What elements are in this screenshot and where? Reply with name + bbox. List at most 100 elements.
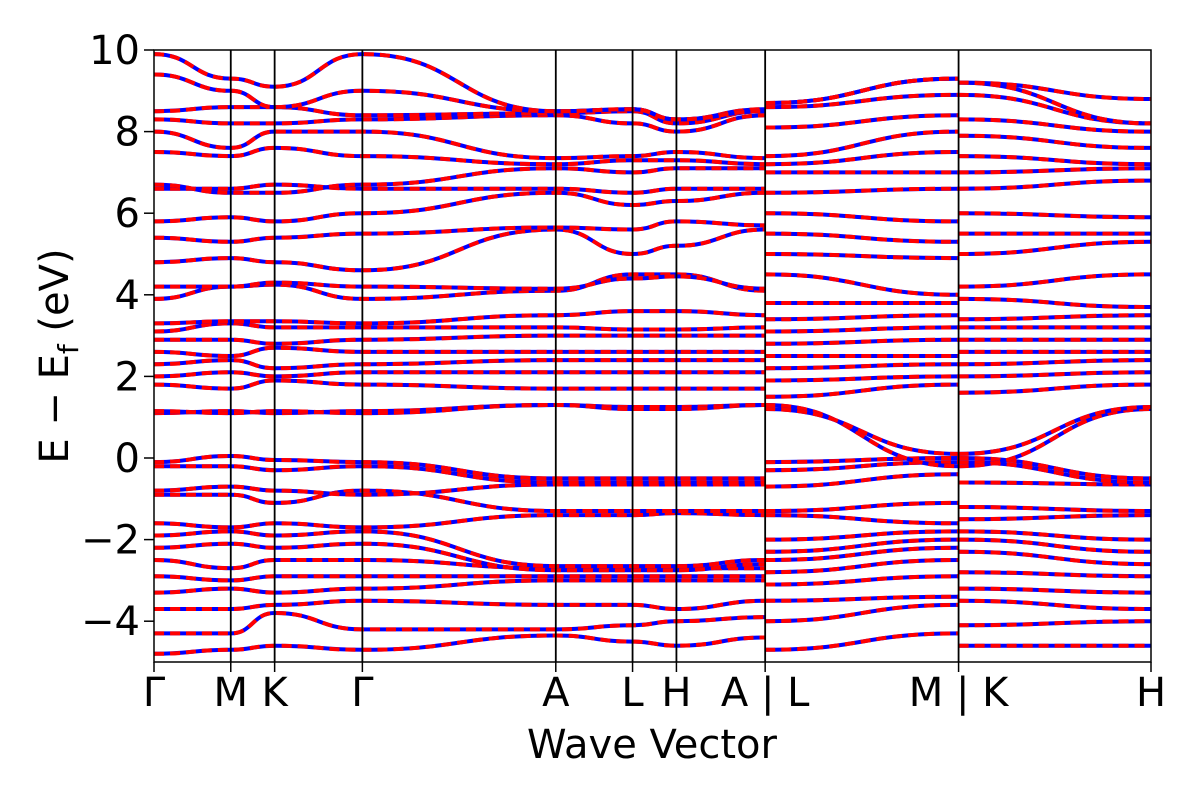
band-line-spin-down (765, 456, 959, 465)
band-line-spin-down (154, 378, 766, 391)
band-line-spin-down (765, 252, 959, 261)
band-line-spin-down (765, 129, 959, 159)
x-tick-label: Γ (143, 670, 166, 716)
band-line-spin-down (765, 631, 959, 652)
band-line-spin-down (958, 529, 1151, 542)
band-line-spin-down (154, 574, 766, 583)
band-line-spin-down (765, 537, 959, 554)
band-line-spin-down (958, 405, 1151, 456)
x-tick-label: M | K (909, 670, 1010, 716)
y-tick-label: −4 (81, 599, 140, 645)
band-line-spin-down (154, 321, 766, 334)
band-line-spin-down (154, 52, 766, 122)
band-line-spin-down (765, 186, 959, 195)
band-line-spin-down (765, 313, 959, 322)
band-line-spin-down (958, 154, 1151, 167)
band-line-spin-down (958, 460, 1151, 485)
band-line-spin-down (154, 578, 766, 595)
x-tick-label: A (542, 670, 570, 716)
high-symmetry-lines (229, 50, 960, 662)
band-line-spin-down (154, 129, 766, 161)
x-tick-label: H (661, 670, 691, 716)
band-line-spin-down (154, 219, 766, 244)
band-line-spin-down (958, 598, 1151, 611)
band-line-spin-down (154, 182, 766, 195)
band-line-spin-down (154, 345, 766, 359)
band-line-spin-down (154, 633, 766, 656)
x-tick-label: H (1136, 670, 1166, 716)
band-line-spin-down (154, 541, 766, 573)
band-line-spin-down (154, 358, 766, 371)
band-line-spin-down (958, 382, 1151, 395)
band-line-spin-down (154, 598, 766, 612)
band-line-spin-down (958, 619, 1151, 628)
band-line-spin-down (958, 313, 1151, 322)
band-line-spin-down (765, 150, 959, 167)
band-line-spin-down (765, 500, 959, 513)
band-line-spin-down (765, 382, 959, 399)
y-tick-label: 4 (115, 273, 140, 319)
band-line-spin-down (958, 178, 1151, 191)
y-axis-label-subscript: f (52, 343, 85, 354)
band-line-spin-down (958, 133, 1151, 150)
band-line-spin-down (958, 117, 1151, 134)
band-line-spin-down (765, 558, 959, 575)
band-line-spin-down (765, 211, 959, 224)
y-tick-label: 10 (89, 28, 140, 74)
band-line-spin-down (154, 72, 766, 122)
y-axis-label: E − Ef (eV) (32, 248, 85, 463)
band-line-spin-up (154, 113, 766, 134)
band-line-spin-down (154, 105, 766, 126)
band-line-spin-down (958, 211, 1151, 220)
band-line-spin-down (765, 325, 959, 334)
band-line-spin-down (958, 505, 1151, 513)
band-line-spin-down (765, 113, 959, 130)
band-line-spin-down (154, 227, 766, 273)
band-line-spin-down (958, 456, 1151, 481)
band-line-spin-down (765, 472, 959, 489)
band-line-spin-down (154, 166, 766, 195)
y-tick-label: 0 (115, 436, 140, 482)
band-line-spin-down (154, 370, 766, 379)
band-line-spin-down (154, 464, 766, 485)
band-line-spin-down (765, 403, 959, 469)
band-line-spin-down (958, 296, 1151, 309)
band-line-spin-down (765, 272, 959, 297)
band-line-spin-down (958, 370, 1151, 379)
band-line-spin-down (958, 586, 1151, 595)
band-line-spin-down (765, 407, 959, 456)
band-line-spin-down (958, 358, 1151, 367)
band-line-spin-down (958, 537, 1151, 554)
band-line-spin-down (765, 545, 959, 562)
band-line-spin-down (154, 274, 766, 291)
y-tick-label: −2 (81, 518, 140, 564)
band-line-spin-down (958, 407, 1151, 469)
band-line-spin-down (765, 362, 959, 371)
band-line-spin-down (958, 239, 1151, 256)
band-line-spin-down (765, 602, 959, 624)
band-line-spin-down (765, 231, 959, 244)
band-line-spin-down (154, 610, 766, 636)
x-tick-label: K (262, 670, 290, 716)
y-tick-label: 6 (115, 191, 140, 237)
band-line-spin-down (765, 529, 959, 542)
band-line-spin-down (154, 333, 766, 346)
band-line-spin-down (154, 529, 766, 569)
x-tick-label: L (621, 670, 644, 716)
band-line-spin-down (958, 480, 1151, 487)
band-line-spin-down (765, 513, 959, 526)
y-tick-label: 8 (115, 110, 140, 156)
x-tick-label: M (214, 670, 249, 716)
band-line-spin-down (958, 549, 1151, 567)
band-line-spin-down (958, 513, 1151, 522)
x-axis-label: Wave Vector (527, 722, 778, 768)
plot-frame (153, 49, 1152, 663)
band-line-spin-down (154, 488, 766, 514)
band-line-spin-down (154, 190, 766, 224)
band-line-spin-down (154, 309, 766, 326)
band-line-spin-down (958, 272, 1151, 289)
y-axis-label-main: E − E (32, 354, 78, 464)
band-line-spin-down (765, 574, 959, 587)
band-line-spin-down (765, 92, 959, 110)
